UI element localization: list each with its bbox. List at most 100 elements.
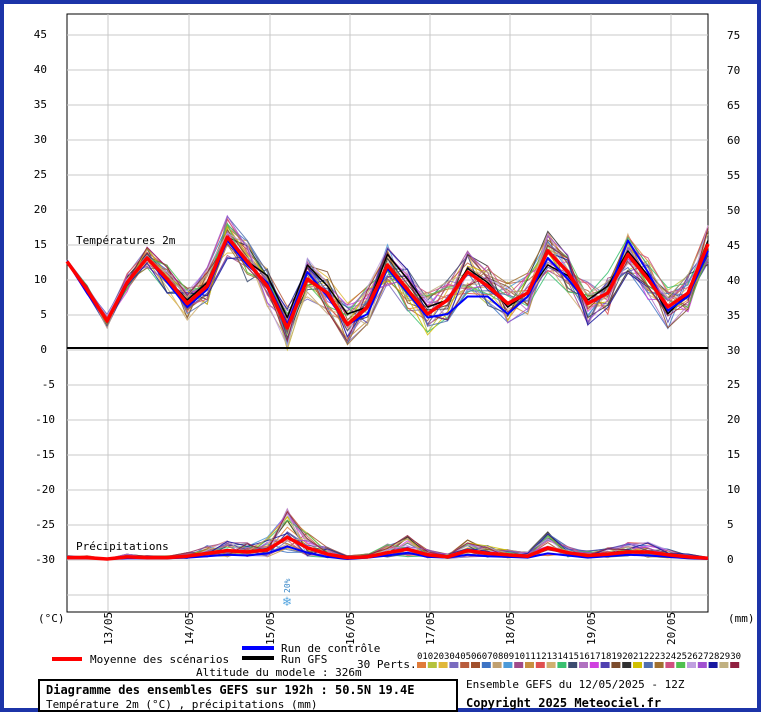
right-tick-label: 15 (727, 448, 740, 461)
right-tick-label: 65 (727, 99, 740, 112)
pert-legend-swatch (589, 662, 599, 668)
right-tick-label: 20 (727, 413, 740, 426)
pert-legend-swatch (492, 662, 502, 668)
pert-legend-swatch (579, 662, 588, 668)
left-tick-label: 40 (34, 63, 47, 76)
pert-legend-number: 13 (547, 652, 558, 662)
left-tick-label: 25 (34, 168, 47, 181)
pert-legend-number: 20 (622, 652, 633, 662)
pert-legend-number: 03 (439, 652, 450, 662)
pert-legend-number: 28 (709, 652, 720, 662)
snow-probability: 20% (283, 578, 292, 593)
date-tick-label: 18/05 (504, 612, 517, 645)
pert-legend-swatch (525, 662, 534, 668)
perturbation-legend: 01 02 03 04 05 06 07 08 09 10 11 12 13 14 15 16 17 18 19 20… (417, 652, 741, 668)
right-unit-label: (mm) (728, 612, 755, 625)
mean-temp-line (65, 235, 710, 330)
pert-legend-number: 26 (687, 652, 698, 662)
pert-legend-number: 16 (579, 652, 590, 662)
snowflake-icon: ❄ (283, 594, 292, 610)
perturbation-temp-line (66, 247, 709, 338)
altitude-label: Altitude du modele : 326m (196, 666, 362, 679)
legend: Run de contrôle Run GFS Moyenne des scén… (52, 642, 741, 679)
left-tick-label: -20 (35, 483, 55, 496)
right-tick-label: 10 (727, 483, 740, 496)
copyright: Copyright 2025 Meteociel.fr (466, 696, 662, 710)
pert-legend-number: 29 (719, 652, 730, 662)
legend-mean-label: Moyenne des scénarios (90, 653, 229, 666)
pert-legend-number: 22 (644, 652, 655, 662)
pert-legend-swatch (719, 662, 729, 668)
perturbation-precip-line (66, 510, 709, 560)
pert-legend-swatch (665, 662, 675, 668)
pert-legend-swatch (481, 662, 491, 668)
pert-legend-swatch (600, 662, 610, 668)
pert-legend-swatch (417, 662, 426, 668)
left-tick-label: 5 (40, 308, 47, 321)
pert-legend-swatch (697, 662, 707, 668)
pert-legend-number: 07 (482, 652, 493, 662)
pert-legend-number: 02 (428, 652, 439, 662)
right-tick-label: 60 (727, 134, 740, 147)
left-unit-label: (°C) (38, 612, 65, 625)
left-tick-label: 10 (34, 273, 47, 286)
left-tick-label: 15 (34, 238, 47, 251)
perturbation-temp-line (66, 225, 709, 352)
left-tick-label: -30 (35, 553, 55, 566)
pert-legend-swatch (676, 662, 686, 668)
pert-legend-swatch (633, 662, 642, 668)
pert-legend-swatch (471, 662, 480, 668)
temperature-panel-label: Températures 2m (76, 234, 176, 247)
plot-area (66, 13, 709, 613)
date-tick-label: 16/05 (344, 612, 357, 645)
left-tick-label: -15 (35, 448, 55, 461)
pert-legend-number: 18 (601, 652, 612, 662)
date-tick-label: 20/05 (665, 612, 678, 645)
pert-legend-swatch (557, 662, 567, 668)
pert-legend-swatch (611, 662, 621, 668)
pert-legend-number: 10 (514, 652, 525, 662)
main-series-lines (65, 235, 710, 561)
pert-legend-number: 12 (536, 652, 547, 662)
pert-legend-number: 14 (557, 652, 568, 662)
date-tick-label: 17/05 (424, 612, 437, 645)
pert-legend-number: 24 (665, 652, 676, 662)
right-tick-label: 35 (727, 309, 740, 322)
pert-legend-swatch (622, 662, 632, 668)
right-tick-label: 25 (727, 378, 740, 391)
pert-legend-number: 17 (590, 652, 601, 662)
run-info: Ensemble GEFS du 12/05/2025 - 12Z (466, 678, 685, 691)
right-tick-label: 30 (727, 344, 740, 357)
pert-legend-swatch (535, 662, 545, 668)
pert-legend-number: 09 (503, 652, 514, 662)
perturbation-temp-line (66, 234, 709, 351)
right-tick-label: 45 (727, 239, 740, 252)
left-tick-label: 20 (34, 203, 47, 216)
right-tick-label: 0 (727, 553, 734, 566)
left-axis-ticks: 45 40 35 30 25 20 15 10 5 0 -5 -10 -15 -20 -25 -30 (34, 28, 55, 566)
pert-legend-number: 23 (655, 652, 666, 662)
right-tick-label: 70 (727, 64, 740, 77)
pert-legend-swatch (730, 662, 740, 668)
pert-legend-number: 25 (676, 652, 687, 662)
pert-legend-number: 21 (633, 652, 644, 662)
left-tick-label: -5 (42, 378, 55, 391)
info-box: Diagramme des ensembles GEFS sur 192h : … (38, 679, 458, 712)
pert-legend-number: 08 (493, 652, 504, 662)
pert-legend-swatch (438, 662, 448, 668)
mean-precip-line (67, 535, 709, 561)
pert-legend-number: 27 (698, 652, 709, 662)
pert-legend-swatch (503, 662, 513, 668)
right-tick-label: 55 (727, 169, 740, 182)
left-tick-label: -25 (35, 518, 55, 531)
pert-legend-swatch (654, 662, 664, 668)
pert-legend-number: 11 (525, 652, 536, 662)
pert-legend-swatch (427, 662, 437, 668)
pert-legend-swatch (708, 662, 718, 668)
left-tick-label: 0 (40, 343, 47, 356)
perturbation-temp-line (66, 230, 709, 323)
right-tick-label: 40 (727, 274, 740, 287)
pert-legend-number: 05 (460, 652, 471, 662)
